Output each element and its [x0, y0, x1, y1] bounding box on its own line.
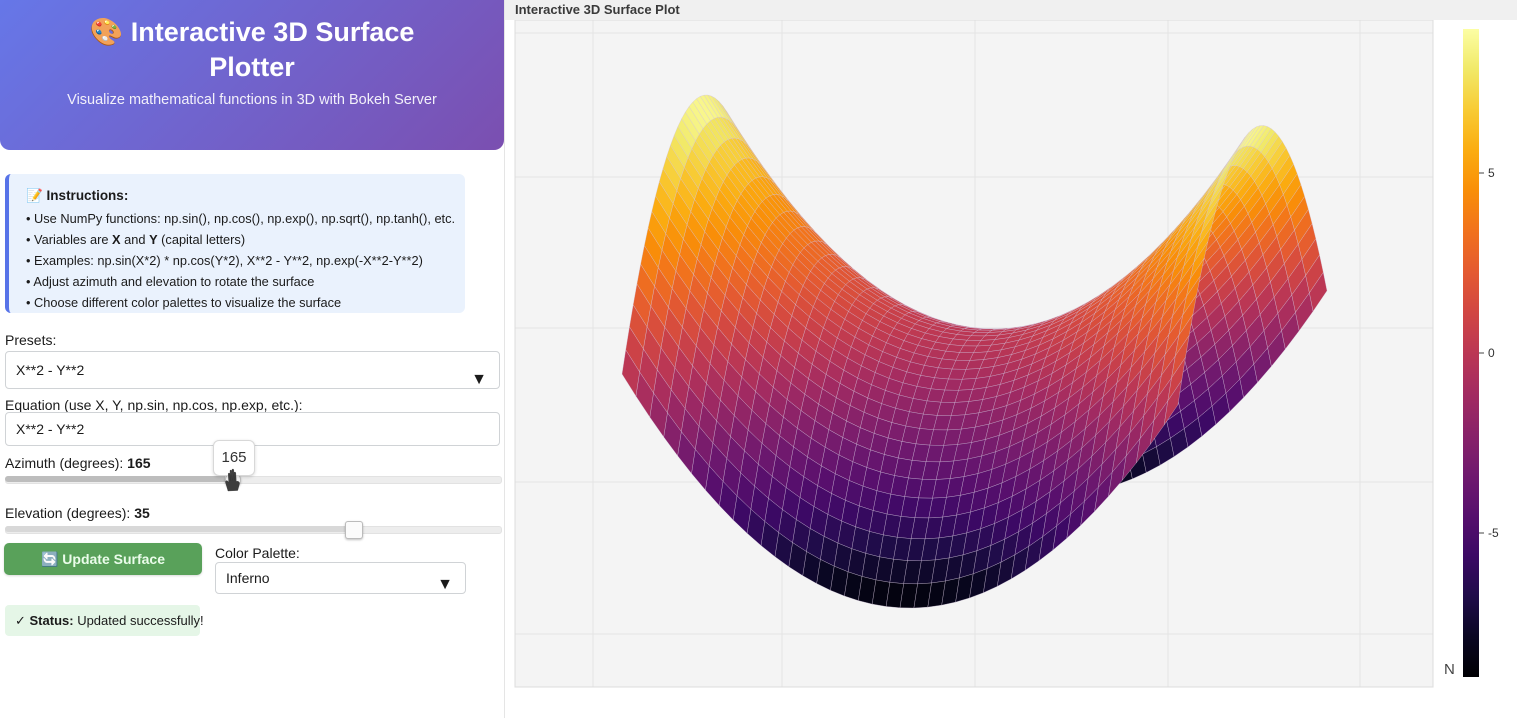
svg-text:N: N: [1444, 661, 1455, 678]
svg-text:-5: -5: [1488, 526, 1499, 540]
svg-text:0: 0: [1488, 346, 1495, 360]
svg-text:5: 5: [1488, 166, 1495, 180]
